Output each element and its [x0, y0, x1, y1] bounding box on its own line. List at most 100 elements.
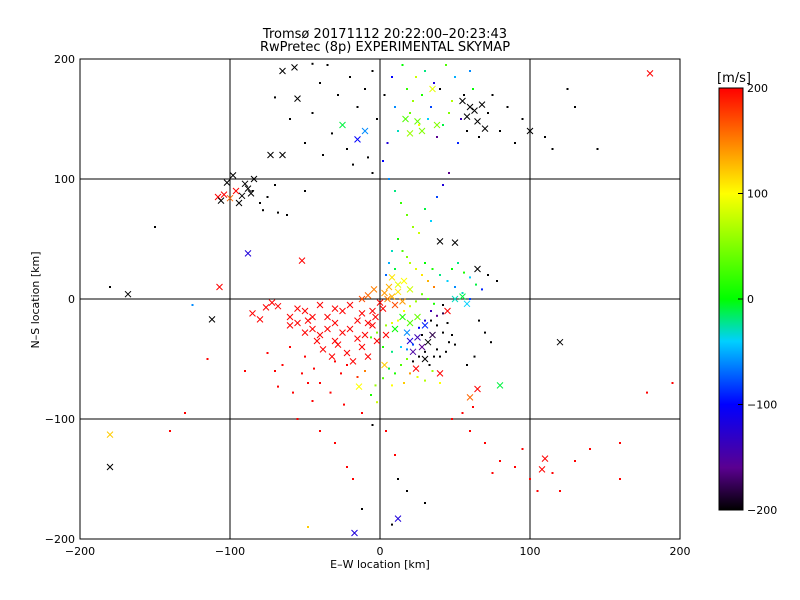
- data-point-cross: [384, 295, 391, 303]
- data-point-dot: [406, 358, 408, 360]
- data-point-cross: [286, 322, 294, 329]
- data-point-cross: [646, 70, 654, 77]
- y-tick-label: 100: [54, 173, 75, 186]
- data-point-cross: [339, 307, 346, 315]
- plot-frame: [79, 58, 681, 540]
- data-point-dot: [376, 118, 378, 120]
- data-point-dot: [551, 148, 554, 150]
- data-point-dot: [469, 70, 471, 72]
- data-point-dot: [439, 382, 441, 384]
- data-point-dot: [514, 142, 516, 144]
- data-point-dot: [454, 286, 456, 288]
- data-point-cross: [433, 121, 441, 129]
- data-point-cross: [349, 358, 357, 365]
- data-point-dot: [397, 130, 399, 132]
- data-point-dot: [391, 350, 393, 353]
- data-point-dot: [385, 430, 387, 432]
- data-point-cross: [331, 305, 339, 312]
- data-point-cross: [414, 334, 421, 341]
- data-point-dot: [427, 118, 429, 120]
- data-point-dot: [343, 403, 345, 406]
- data-point-dot: [371, 424, 374, 426]
- data-point-dot: [301, 372, 303, 375]
- data-point-cross: [351, 529, 358, 537]
- data-point-dot: [311, 62, 314, 65]
- data-point-dot: [619, 442, 621, 444]
- data-point-cross: [232, 187, 240, 195]
- data-point-dot: [484, 331, 486, 334]
- data-point-dot: [304, 355, 306, 358]
- data-point-dot: [499, 460, 501, 462]
- data-point-cross: [358, 343, 366, 351]
- data-point-cross: [463, 300, 471, 308]
- data-point-dot: [406, 348, 408, 351]
- data-point-cross: [418, 127, 426, 135]
- data-point-cross: [399, 313, 406, 321]
- data-point-dot: [401, 64, 404, 66]
- data-point-cross: [429, 331, 436, 339]
- data-point-dot: [475, 283, 477, 286]
- data-point-dot: [487, 112, 489, 114]
- data-point-dot: [427, 280, 429, 282]
- data-point-cross: [394, 281, 402, 288]
- data-point-cross: [339, 329, 346, 336]
- data-point-dot: [391, 76, 393, 78]
- data-point-cross: [372, 313, 379, 321]
- data-point-cross: [402, 115, 409, 123]
- data-point-dot: [463, 94, 465, 96]
- data-point-cross: [406, 337, 414, 345]
- data-point-dot: [356, 106, 359, 108]
- data-point-dot: [506, 106, 509, 108]
- data-point-cross: [324, 313, 331, 321]
- data-point-dot: [436, 324, 438, 327]
- data-point-cross: [106, 463, 114, 471]
- data-point-dot: [386, 142, 389, 144]
- data-point-dot: [589, 448, 591, 450]
- data-point-dot: [418, 232, 420, 234]
- data-point-dot: [499, 130, 501, 132]
- data-point-dot: [415, 268, 417, 270]
- data-point-cross: [217, 197, 225, 204]
- data-point-dot: [313, 367, 315, 370]
- data-point-dot: [619, 478, 621, 480]
- data-point-dot: [424, 350, 426, 353]
- data-point-dot: [472, 88, 474, 90]
- data-point-dot: [352, 478, 354, 480]
- data-point-cross: [328, 353, 336, 360]
- data-point-dot: [566, 88, 569, 90]
- data-point-cross: [279, 67, 286, 75]
- data-point-cross: [316, 331, 324, 339]
- data-point-dot: [374, 384, 377, 387]
- colorbar-tick-label: 200: [747, 82, 768, 95]
- data-point-dot: [388, 178, 390, 180]
- data-point-cross: [301, 329, 309, 336]
- data-point-dot: [251, 190, 254, 192]
- data-point-cross: [406, 319, 414, 327]
- data-point-cross: [354, 335, 361, 342]
- data-point-cross: [339, 121, 346, 129]
- data-point-dot: [418, 124, 420, 126]
- data-point-dot: [346, 148, 348, 150]
- data-point-dot: [496, 280, 498, 282]
- data-point-dot: [349, 76, 351, 78]
- data-point-cross: [466, 103, 474, 111]
- data-point-cross: [249, 310, 256, 317]
- data-point-dot: [454, 76, 456, 78]
- data-point-dot: [409, 262, 411, 264]
- data-point-cross: [331, 337, 339, 345]
- data-point-dot: [286, 214, 288, 216]
- data-point-dot: [244, 370, 246, 372]
- data-point-cross: [541, 455, 549, 462]
- data-point-cross: [451, 239, 459, 246]
- data-point-cross: [208, 316, 216, 323]
- data-point-dot: [385, 324, 387, 327]
- data-point-dot: [436, 196, 438, 198]
- data-point-dot: [431, 370, 434, 372]
- data-point-dot: [326, 64, 329, 66]
- data-point-dot: [448, 172, 450, 174]
- data-point-cross: [358, 295, 366, 303]
- data-point-dot: [277, 211, 279, 214]
- data-point-dot: [427, 298, 429, 300]
- data-point-cross: [412, 365, 420, 372]
- data-point-dot: [544, 136, 546, 138]
